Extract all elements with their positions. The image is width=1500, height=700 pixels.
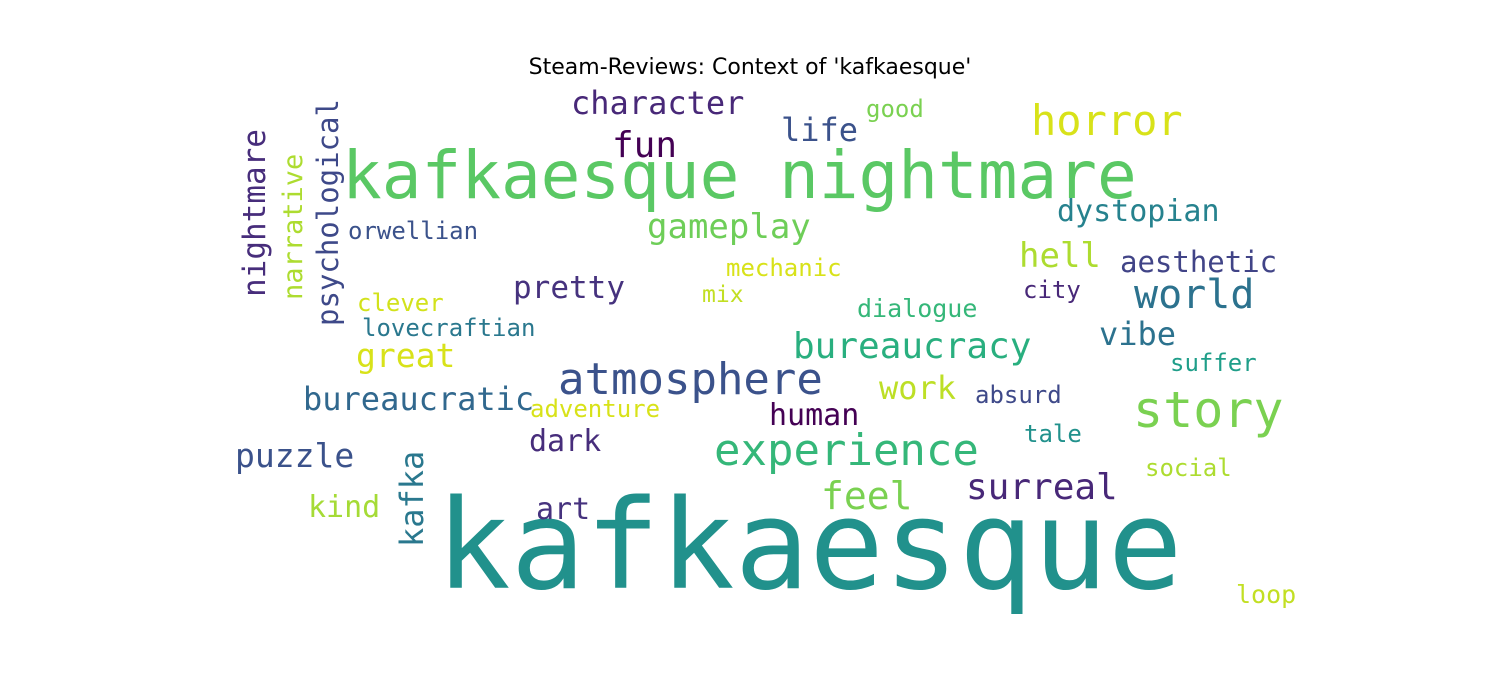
word-work: work [879,369,956,407]
word-city: city [1023,276,1081,304]
word-vibe: vibe [1099,315,1176,353]
word-kafkaesque: kafkaesque [436,474,1183,618]
word-aesthetic: aesthetic [1120,245,1277,279]
word-suffer: suffer [1170,349,1257,377]
word-kafkaesque-nightmare: kafkaesque nightmare [342,137,1137,214]
word-story: story [1133,381,1284,439]
word-bureaucracy: bureaucracy [793,326,1031,367]
word-gameplay: gameplay [647,207,811,247]
word-mix: mix [702,282,744,308]
word-human: human [769,398,859,433]
word-art: art [536,492,590,527]
word-orwellian: orwellian [348,217,478,245]
word-pretty: pretty [513,270,625,306]
word-mechanic: mechanic [726,254,842,282]
word-loop: loop [1236,580,1296,609]
word-psychological: psychological [311,99,345,326]
word-dystopian: dystopian [1057,194,1220,229]
word-tale: tale [1024,420,1082,448]
word-dialogue: dialogue [857,294,977,323]
word-absurd: absurd [975,381,1062,409]
word-good: good [866,95,924,123]
word-dark: dark [529,424,601,459]
word-surreal: surreal [966,467,1118,508]
word-nightmare: nightmare [237,129,273,297]
word-hell: hell [1019,236,1101,276]
word-puzzle: puzzle [235,436,354,475]
chart-title: Steam-Reviews: Context of 'kafkaesque' [528,55,972,80]
word-lovecraftian: lovecraftian [362,314,535,342]
word-life: life [781,111,858,149]
word-adventure: adventure [530,395,660,423]
word-horror: horror [1031,96,1183,145]
word-atmosphere: atmosphere [558,354,823,405]
word-clever: clever [357,289,444,317]
word-bureaucratic: bureaucratic [303,380,534,418]
word-experience: experience [714,425,979,476]
word-fun: fun [612,125,677,166]
word-kafka: kafka [393,451,431,547]
word-world: world [1134,272,1254,318]
word-feel: feel [821,474,913,518]
word-great: great [356,336,455,375]
word-kind: kind [308,490,380,525]
word-character: character [571,84,744,122]
word-narrative: narrative [278,154,309,300]
word-social: social [1145,454,1232,482]
